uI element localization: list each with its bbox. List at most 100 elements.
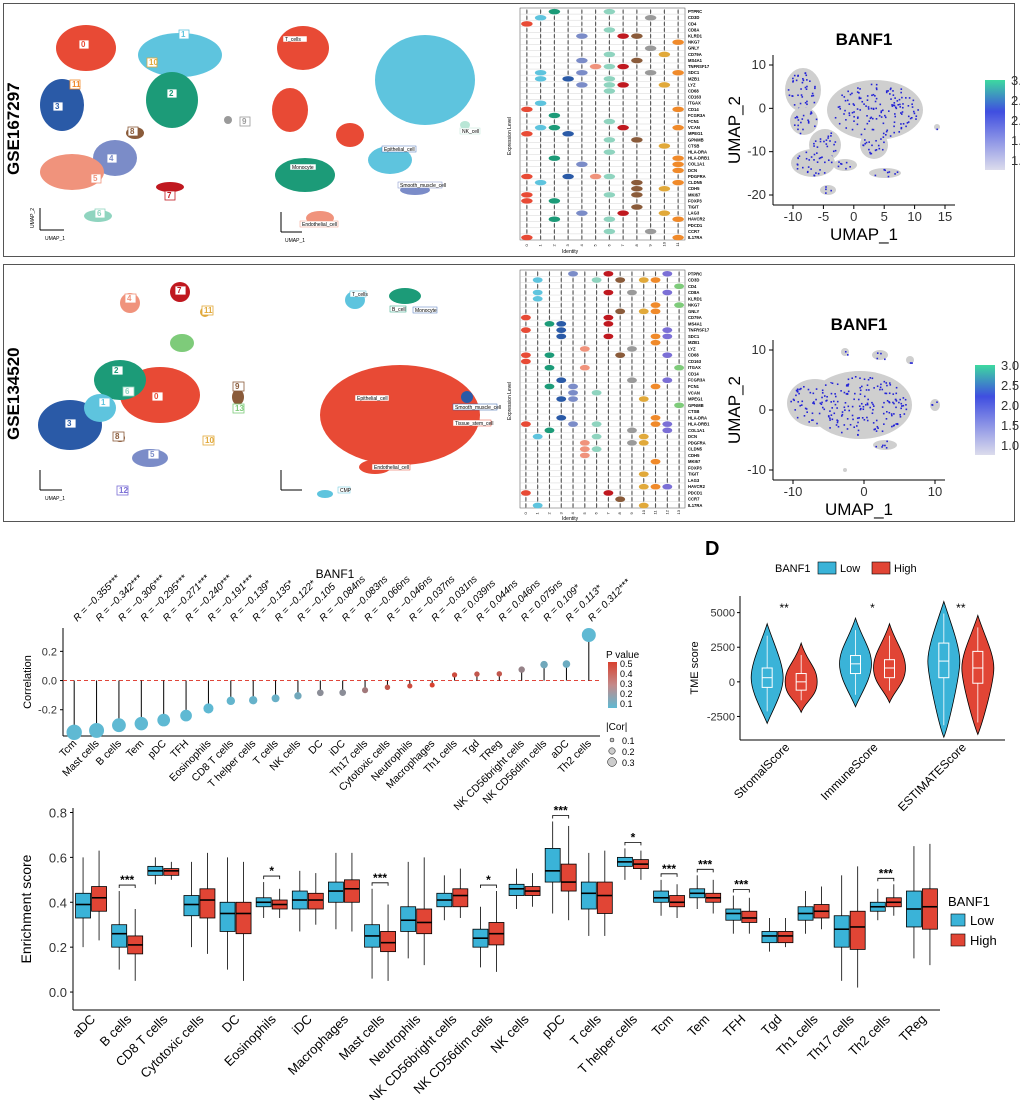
violin-shape — [572, 340, 574, 346]
violin-shape — [650, 100, 652, 106]
feature-dot — [900, 126, 903, 129]
cluster-tag-box — [69, 79, 81, 90]
violin-shape — [526, 216, 528, 222]
violin-shape — [525, 402, 527, 408]
violin-shape — [678, 427, 680, 433]
violin-tick: 3 — [558, 512, 563, 515]
violin-shape — [666, 465, 668, 471]
feature-dot — [857, 421, 859, 424]
violin-shape — [560, 440, 562, 446]
feature-dot — [827, 135, 830, 138]
feature-dot — [847, 90, 849, 93]
violin-shape — [638, 440, 649, 446]
violin-shape — [678, 390, 680, 396]
violin-shape — [603, 27, 616, 33]
violin-shape — [596, 377, 598, 383]
violin-shape — [584, 290, 586, 296]
violin-shape — [579, 440, 590, 446]
feature-dot — [804, 86, 807, 89]
violin-shape — [619, 440, 621, 446]
violin-shape — [678, 459, 680, 465]
violin-shape — [654, 446, 657, 452]
gene-label: NKG7 — [688, 303, 700, 308]
feature-dot — [816, 422, 818, 425]
feature-plot-b: BANF1-10 0 10100-10UMAP_1UMAP_23.02.52.01.… — [725, 315, 1019, 519]
violin-shape — [603, 88, 616, 94]
violin-shape — [525, 340, 527, 346]
feature-dot — [859, 109, 862, 111]
e-significance: *** — [734, 878, 748, 892]
violin-shape — [567, 161, 569, 167]
violin-shape — [540, 143, 542, 149]
violin-shape — [581, 27, 583, 33]
cluster-tag: 8 — [130, 127, 135, 136]
violin-shape — [572, 409, 574, 415]
violin-shape — [560, 502, 562, 509]
violin-shape — [567, 155, 569, 161]
feature-dot — [843, 96, 846, 98]
violin-shape — [650, 222, 652, 228]
feature-dot — [875, 88, 878, 91]
violin-tick: 11 — [675, 242, 680, 247]
gene-label: CD68 — [688, 88, 699, 93]
cluster-tag-box — [164, 190, 176, 201]
cluster-blob — [272, 88, 308, 132]
feature-dot — [875, 445, 878, 448]
feature-dot — [840, 415, 843, 417]
violin-shape — [650, 383, 661, 390]
umap-x-label-a: UMAP_1 — [45, 236, 65, 242]
violin-shape — [526, 119, 528, 124]
violin-shape — [567, 21, 569, 27]
feature-dot — [895, 406, 897, 409]
violin-shape — [525, 308, 527, 314]
feature-dot — [799, 132, 802, 135]
d-y-tick: -2500 — [707, 711, 735, 723]
violin-shape — [596, 440, 598, 446]
feature-dot — [868, 389, 870, 391]
feature-dot — [890, 98, 892, 100]
violin-shape — [537, 371, 539, 377]
violin-shape — [631, 308, 633, 314]
violin-shape — [567, 192, 569, 198]
feature-dot — [814, 87, 816, 90]
violin-shape — [596, 471, 598, 477]
violin-xlabel-b: Identity — [562, 516, 579, 522]
feature-dot — [870, 83, 873, 86]
violin-shape — [678, 383, 680, 390]
e-x-tick: Tem — [684, 1012, 712, 1040]
e-sig-bracket — [371, 882, 389, 886]
violin-tick: 2 — [546, 512, 551, 515]
feature-dot — [830, 132, 833, 135]
cluster-blob — [277, 26, 329, 70]
feature-dot — [860, 385, 863, 388]
feature-dot — [900, 402, 903, 405]
violin-shape — [537, 446, 539, 452]
violin-shape — [607, 390, 609, 396]
c-pvalue-gradient — [608, 662, 617, 708]
violin-shape — [537, 440, 539, 446]
violin-shape — [622, 27, 624, 33]
violin-shape — [644, 69, 657, 76]
violin-shape — [663, 100, 665, 106]
violin-shape — [520, 327, 531, 333]
violin-shape — [627, 377, 637, 384]
feature-dot — [812, 402, 814, 404]
violin-shape — [654, 402, 657, 408]
violin-shape — [608, 106, 610, 112]
feature-dot — [881, 109, 884, 112]
feature-dot — [806, 103, 808, 106]
violin-shape — [560, 434, 562, 440]
violin-shape — [643, 321, 645, 327]
c-legend-title: P value — [606, 650, 640, 661]
violin-shape — [596, 358, 598, 364]
feature-dot — [895, 400, 898, 402]
feature-dot — [830, 382, 832, 384]
feature-dot — [879, 103, 882, 106]
e-x-tick: Tgd — [758, 1012, 784, 1038]
gene-label: PTPRC — [688, 271, 702, 276]
e-x-tick: iDC — [289, 1012, 315, 1038]
cluster-tag-box — [106, 153, 118, 164]
feature-dot — [834, 393, 836, 395]
feature-dot — [801, 96, 804, 98]
violin-tick: 13 — [676, 509, 681, 514]
